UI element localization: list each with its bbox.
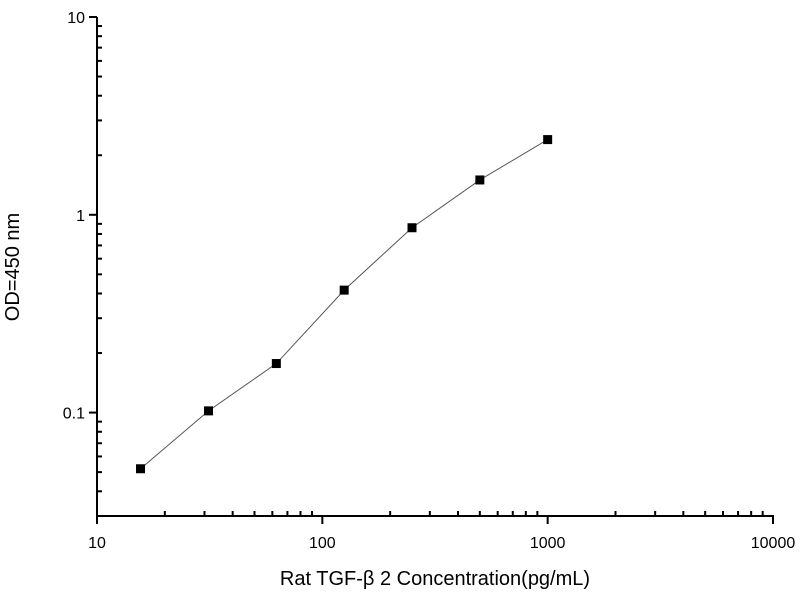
- data-point: [543, 135, 553, 145]
- data-point: [204, 406, 214, 416]
- y-axis-label: OD=450 nm: [2, 213, 24, 321]
- x-tick-label: 100: [309, 535, 336, 552]
- y-tick-label: 1: [76, 208, 85, 225]
- x-tick-label: 10000: [751, 535, 796, 552]
- data-point: [339, 285, 349, 295]
- x-axis-label: Rat TGF-β 2 Concentration(pg/mL): [280, 568, 590, 590]
- series: [136, 135, 553, 474]
- tick-labels: 10 100 1000 10000 0.1 1 10: [63, 10, 796, 552]
- data-point: [475, 175, 485, 185]
- axes: [89, 16, 774, 524]
- x-tick-label: 1000: [530, 535, 566, 552]
- y-tick-label: 10: [67, 10, 85, 27]
- data-point: [271, 359, 281, 369]
- data-point: [407, 223, 417, 233]
- y-tick-label: 0.1: [63, 406, 85, 423]
- series-line: [140, 139, 548, 470]
- data-point: [136, 464, 146, 474]
- x-tick-label: 10: [88, 535, 106, 552]
